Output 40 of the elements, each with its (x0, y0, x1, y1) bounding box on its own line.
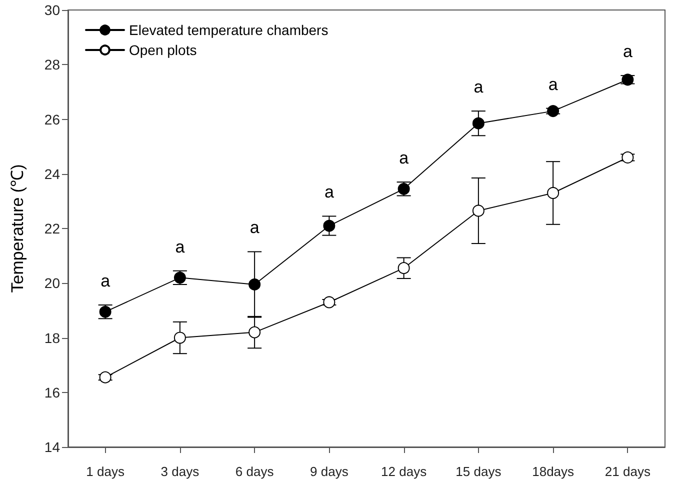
point (547, 105, 560, 118)
point (248, 278, 261, 290)
x-tick-label: 18days (532, 464, 575, 479)
y-tick-label: 28 (44, 56, 60, 73)
annotation: a (175, 237, 186, 256)
annotation: a (399, 148, 410, 168)
legend-label: Open plots (129, 42, 197, 58)
point (398, 262, 410, 274)
legend-label: Elevated temperature chambers (129, 22, 328, 38)
x-tick-label: 1 days (86, 464, 125, 479)
y-tick-label: 24 (44, 166, 60, 182)
annotation: a (622, 42, 633, 62)
y-tick-label: 20 (44, 275, 60, 292)
point (248, 326, 261, 338)
x-tick-label: 21 days (604, 464, 651, 479)
y-tick-label: 16 (44, 384, 60, 400)
point (472, 117, 484, 130)
y-axis-title: Temperature (℃) (8, 164, 27, 293)
x-tick-label: 6 days (235, 464, 274, 479)
annotation: a (250, 218, 260, 238)
point (323, 296, 336, 308)
y-tick-label: 26 (44, 111, 60, 128)
y-tick-label: 22 (44, 220, 60, 236)
y-tick-label: 14 (44, 439, 60, 455)
annotation: a (548, 74, 558, 94)
x-tick-label: 12 days (381, 464, 428, 479)
point (472, 204, 484, 217)
annotation: a (100, 271, 111, 290)
point (323, 220, 336, 232)
x-tick-label: 9 days (310, 464, 349, 479)
x-tick-label: 3 days (160, 464, 200, 479)
annotation: a (474, 78, 484, 97)
y-tick-label: 30 (44, 2, 60, 18)
y-tick-label: 18 (44, 330, 60, 346)
x-tick-label: 15 days (456, 464, 502, 479)
point (622, 151, 634, 164)
point (174, 332, 186, 344)
point (99, 371, 112, 384)
annotation: a (324, 182, 334, 202)
point (547, 186, 560, 199)
